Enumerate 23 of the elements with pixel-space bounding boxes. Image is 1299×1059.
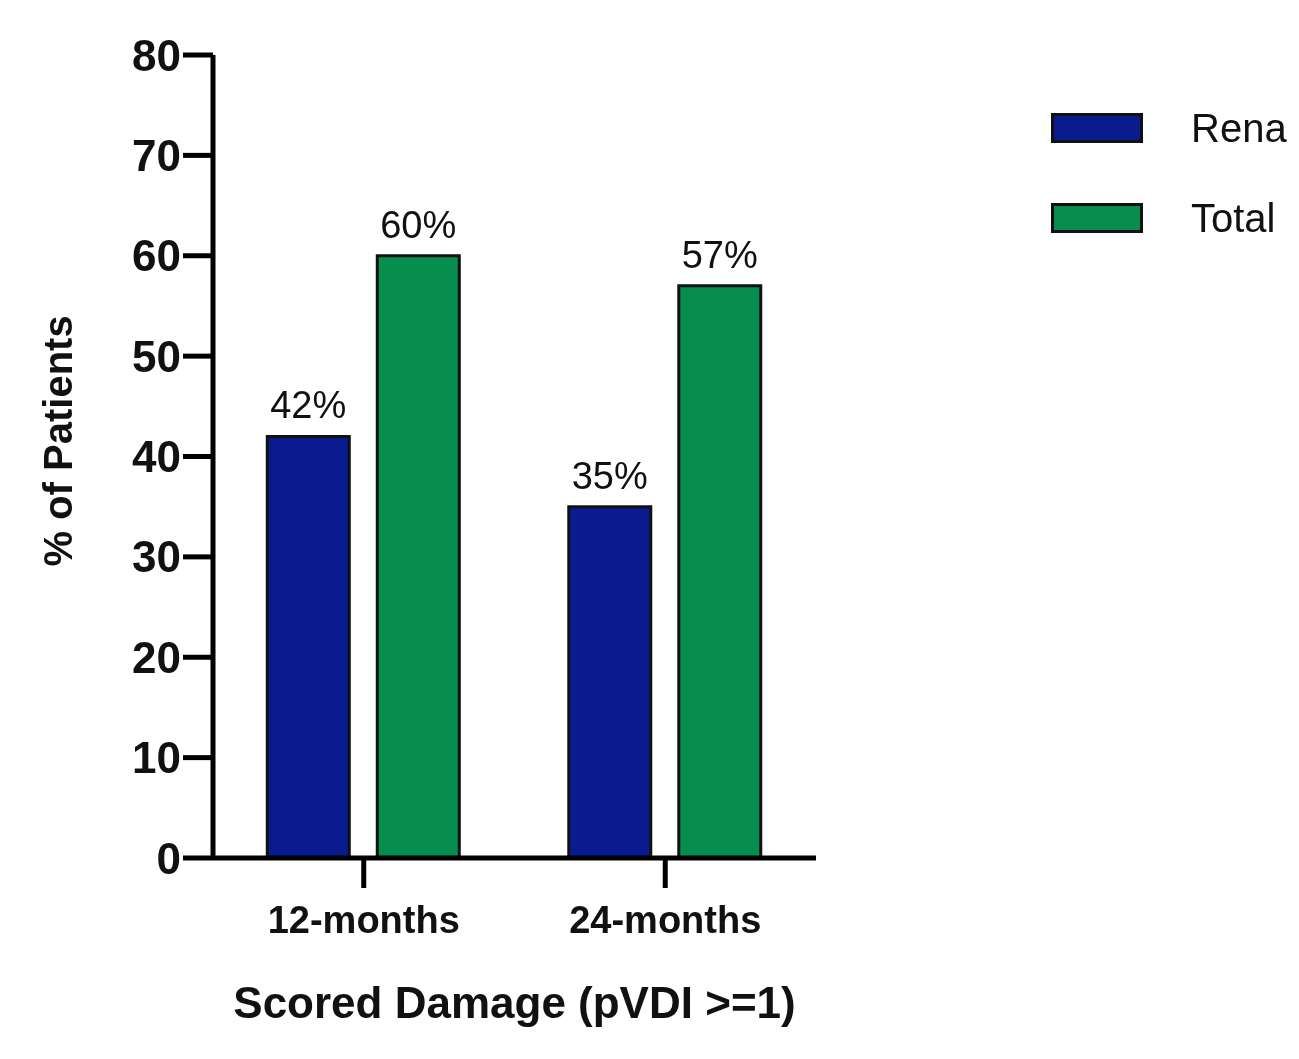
y-tick-label: 50 [132, 331, 181, 381]
legend-label: Total [1191, 195, 1276, 241]
data-label: 35% [571, 454, 648, 497]
y-tick-label: 10 [132, 733, 181, 783]
bar [677, 284, 763, 858]
y-tick-label: 0 [156, 833, 181, 883]
y-tick-label: 70 [132, 130, 181, 180]
y-tick-label: 30 [132, 532, 181, 582]
bar [265, 434, 351, 858]
data-label: 42% [270, 384, 347, 427]
y-axis-title: % of Patients [36, 315, 81, 567]
data-label: 60% [380, 203, 457, 246]
y-tick-label: 80 [132, 30, 181, 80]
y-tick-label: 40 [132, 432, 181, 482]
x-tick-label: 12-months [267, 898, 460, 941]
bar [375, 254, 461, 858]
bar [567, 505, 653, 858]
x-tick-label: 24-months [569, 898, 762, 941]
x-axis-title: Scored Damage (pVDI >=1) [233, 978, 796, 1027]
y-tick-label: 20 [132, 632, 181, 682]
legend-label: Rena [1191, 105, 1287, 151]
y-tick-label: 60 [132, 231, 181, 281]
data-label: 57% [681, 233, 758, 276]
